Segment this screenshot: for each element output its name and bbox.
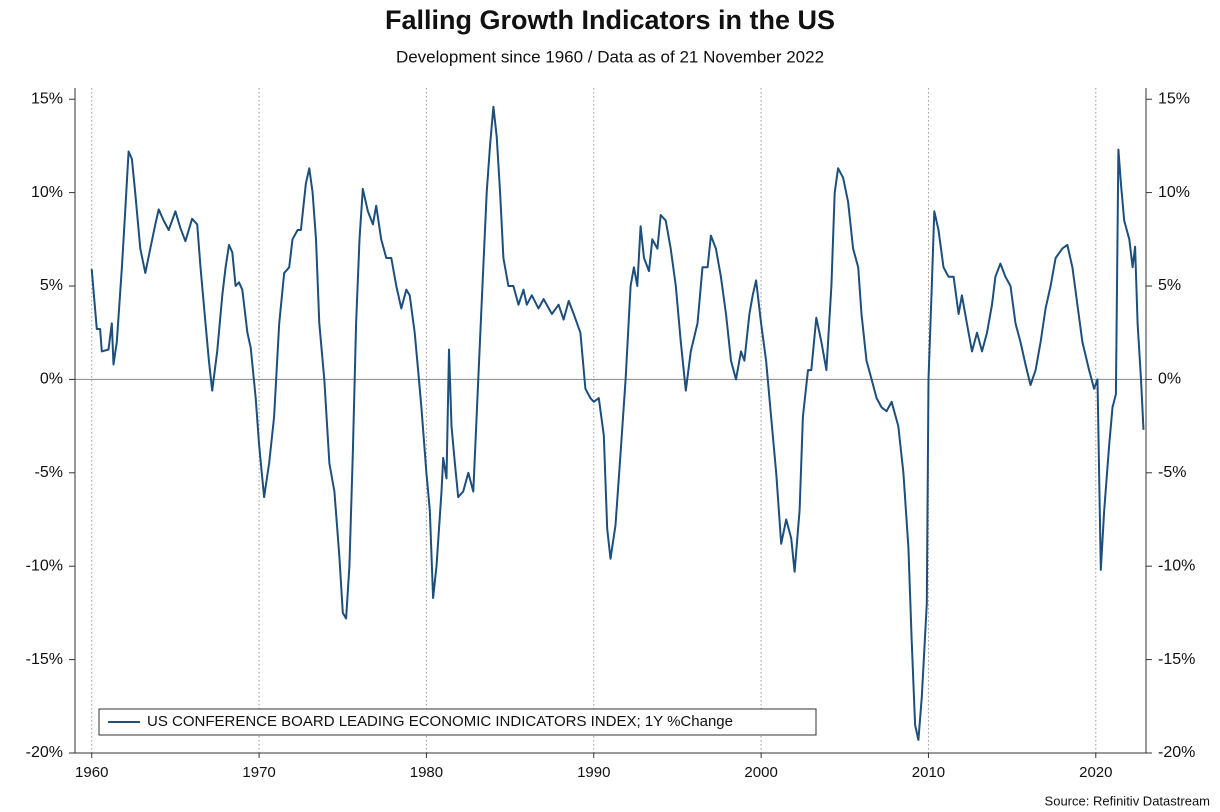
x-tick-label: 1960 [75,764,108,781]
y-tick-label-right: 0% [1158,371,1181,388]
x-tick-label: 2020 [1079,764,1112,781]
data-line [90,105,1145,741]
y-tick-label-right: 5% [1158,277,1181,294]
chart-title: Falling Growth Indicators in the US [385,5,835,35]
y-tick-label: -5% [35,464,63,481]
y-tick-label: -15% [26,651,63,668]
y-tick-label-right: -20% [1158,744,1195,761]
y-tick-label: 15% [31,90,63,107]
y-tick-label-right: -15% [1158,651,1195,668]
y-tick-label: 10% [31,184,63,201]
y-tick-label: 5% [40,277,63,294]
x-tick-label: 1980 [410,764,443,781]
legend-box [98,708,817,736]
x-tick-label: 1970 [242,764,275,781]
y-tick-label-right: 10% [1158,184,1190,201]
chart-subtitle: Development since 1960 / Data as of 21 N… [396,47,824,66]
y-tick-label: 0% [40,371,63,388]
source-note: Source: Refinitiv Datastream [1045,793,1210,808]
x-tick-label: 2000 [744,764,777,781]
y-tick-label-right: -5% [1158,464,1186,481]
x-tick-label: 1990 [577,764,610,781]
y-tick-label-right: -10% [1158,557,1195,574]
y-tick-label: -20% [26,744,63,761]
y-tick-label-right: 15% [1158,90,1190,107]
x-tick-label: 2010 [912,764,945,781]
legend-label: US CONFERENCE BOARD LEADING ECONOMIC IND… [147,713,733,730]
y-tick-label: -10% [26,557,63,574]
